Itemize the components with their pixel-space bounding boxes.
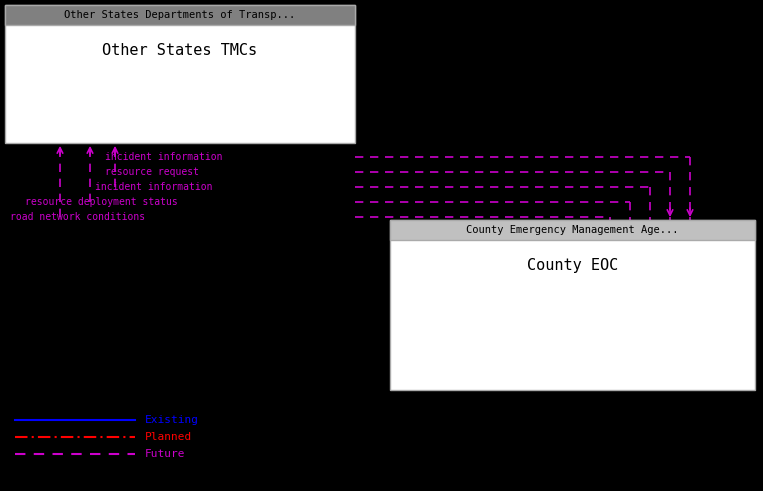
Text: resource deployment status: resource deployment status: [25, 197, 178, 207]
Bar: [5, 5, 355, 143]
Text: incident information: incident information: [95, 182, 213, 192]
Text: incident information: incident information: [105, 152, 223, 162]
Text: Other States Departments of Transp...: Other States Departments of Transp...: [64, 10, 295, 20]
Text: Future: Future: [145, 449, 185, 459]
Text: Other States TMCs: Other States TMCs: [102, 43, 258, 58]
Bar: [5, 5, 355, 25]
Text: Existing: Existing: [145, 415, 199, 425]
Text: County EOC: County EOC: [527, 258, 618, 273]
Text: Planned: Planned: [145, 432, 192, 442]
Text: County Emergency Management Age...: County Emergency Management Age...: [466, 225, 679, 235]
Text: resource request: resource request: [105, 167, 199, 177]
Text: road network conditions: road network conditions: [10, 212, 145, 222]
Bar: [390, 220, 755, 390]
Bar: [390, 220, 755, 240]
